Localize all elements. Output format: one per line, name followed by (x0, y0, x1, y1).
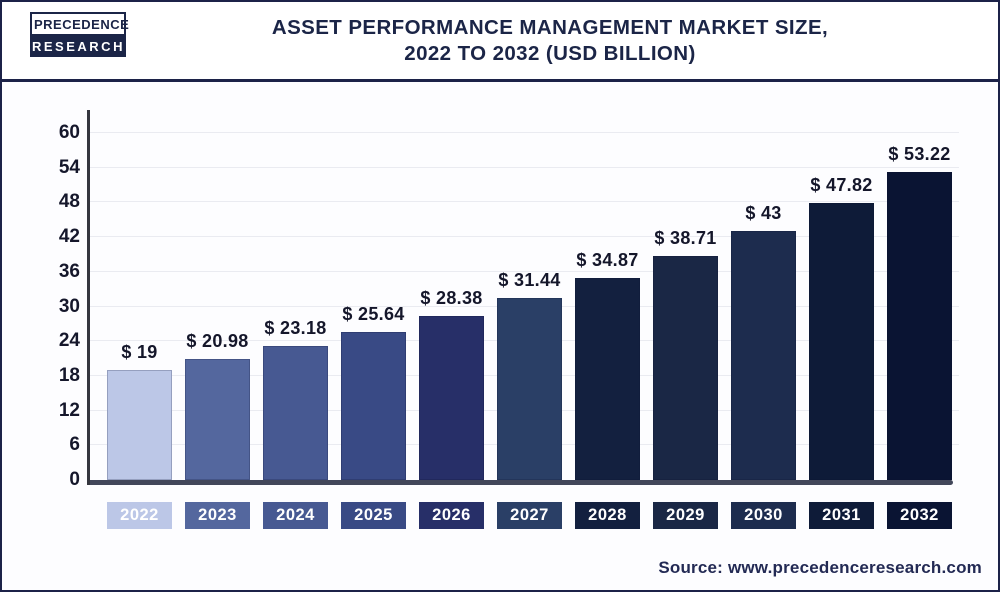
bar-slot-2030: $ 43 (731, 203, 796, 480)
plot-area: $ 19 $ 20.98 $ 23.18 $ 25.64 $ 28.38 $ 31.44 $… (87, 110, 959, 485)
logo-text-research: RESEARCH (30, 36, 126, 57)
bar-value-label-2032: $ 53.22 (888, 144, 951, 165)
y-tick-18: 18 (58, 364, 80, 386)
y-axis-tick-labels: 0 6 12 18 24 30 36 42 48 54 60 (32, 110, 80, 490)
gridline-60 (87, 132, 959, 133)
bar-2028 (575, 278, 640, 480)
bar-2022 (107, 370, 172, 480)
chart-title-line2: 2022 TO 2032 (USD BILLION) (404, 42, 696, 65)
gridline-36 (87, 270, 959, 272)
bar-2024 (263, 345, 328, 480)
gridline-54 (87, 166, 959, 168)
chart-title: ASSET PERFORMANCE MANAGEMENT MARKET SIZE… (152, 15, 948, 67)
bar-slot-2023: $ 20.98 (185, 331, 250, 480)
bar-value-label-2025: $ 25.64 (342, 303, 405, 324)
x-category-badge-2026: 2026 (419, 502, 484, 529)
bar-slot-2031: $ 47.82 (809, 175, 874, 480)
source-attribution: Source: www.precedenceresearch.com (658, 558, 982, 577)
bar-slot-2025: $ 25.64 (341, 304, 406, 480)
gridline-42 (87, 236, 959, 238)
precedence-research-logo: PRECEDENCE RESEARCH (30, 12, 129, 57)
bar-slot-2028: $ 34.87 (575, 250, 640, 480)
y-tick-48: 48 (58, 191, 80, 213)
bar-slot-2024: $ 23.18 (263, 318, 328, 480)
bar-2029 (653, 256, 718, 480)
y-tick-54: 54 (58, 156, 80, 178)
x-category-badge-2023: 2023 (185, 502, 250, 529)
bar-value-label-2031: $ 47.82 (810, 175, 873, 196)
bar-series: $ 19 $ 20.98 $ 23.18 $ 25.64 $ 28.38 $ 31.44 $… (87, 110, 959, 485)
x-category-badge-2022: 2022 (107, 502, 172, 529)
bar-value-label-2022: $ 19 (121, 342, 158, 363)
bar-value-label-2029: $ 38.71 (654, 228, 717, 249)
bar-value-label-2023: $ 20.98 (186, 330, 249, 351)
y-tick-42: 42 (58, 226, 80, 248)
y-tick-24: 24 (58, 330, 80, 352)
bar-2025 (341, 331, 406, 480)
y-axis-line (87, 110, 90, 485)
x-category-badge-2029: 2029 (653, 502, 718, 529)
bar-slot-2029: $ 38.71 (653, 228, 718, 480)
header-divider (2, 79, 998, 82)
x-category-badge-2024: 2024 (263, 502, 328, 529)
bar-slot-2022: $ 19 (107, 342, 172, 480)
bar-value-label-2024: $ 23.18 (264, 317, 327, 338)
bar-2027 (497, 298, 562, 480)
x-category-badge-2032: 2032 (887, 502, 952, 529)
header: PRECEDENCE RESEARCH ASSET PERFORMANCE MA… (2, 2, 998, 79)
x-category-badge-2031: 2031 (809, 502, 874, 529)
x-category-badge-2028: 2028 (575, 502, 640, 529)
bar-value-label-2027: $ 31.44 (498, 270, 561, 291)
x-category-badge-2030: 2030 (731, 502, 796, 529)
bar-2023 (185, 358, 250, 480)
y-tick-60: 60 (58, 122, 80, 143)
x-category-badge-2027: 2027 (497, 502, 562, 529)
bar-slot-2027: $ 31.44 (497, 270, 562, 480)
bar-2031 (809, 203, 874, 480)
bar-2032 (887, 172, 952, 480)
bar-value-label-2030: $ 43 (745, 203, 782, 224)
y-tick-30: 30 (58, 295, 80, 317)
gridline-48 (87, 201, 959, 203)
y-tick-6: 6 (69, 434, 80, 456)
x-category-badge-2025: 2025 (341, 502, 406, 529)
x-axis-line (87, 480, 953, 485)
bar-slot-2026: $ 28.38 (419, 288, 484, 480)
y-tick-12: 12 (58, 399, 80, 421)
x-axis-category-labels: 2022 2023 2024 2025 2026 2027 2028 2029 2030 2031… (87, 502, 959, 529)
bar-2026 (419, 315, 484, 480)
logo-text-precedence: PRECEDENCE (30, 12, 129, 36)
bar-2030 (731, 231, 796, 480)
y-tick-0: 0 (69, 469, 80, 490)
bar-slot-2032: $ 53.22 (887, 144, 952, 480)
y-tick-36: 36 (58, 260, 80, 282)
bar-value-label-2026: $ 28.38 (420, 287, 483, 308)
chart-title-line1: ASSET PERFORMANCE MANAGEMENT MARKET SIZE… (271, 16, 829, 39)
bar-value-label-2028: $ 34.87 (576, 250, 639, 271)
